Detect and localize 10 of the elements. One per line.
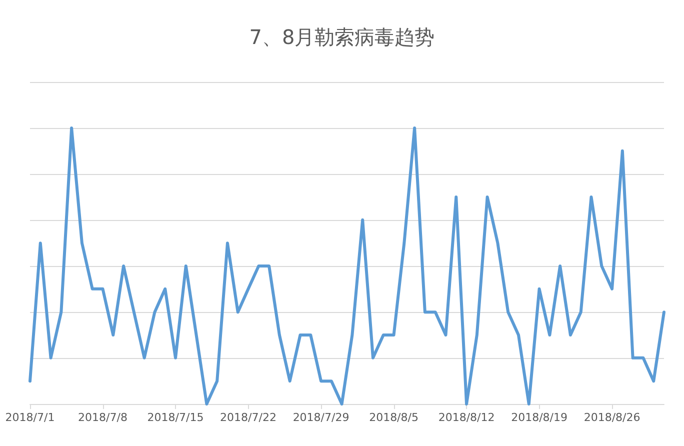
x-tick-label: 2018/8/12 [438, 411, 495, 424]
x-tick-label: 2018/7/22 [220, 411, 276, 424]
x-tick-label: 2018/7/29 [292, 411, 350, 424]
x-tick-label: 2018/8/26 [584, 411, 640, 424]
x-tick-label: 2018/7/15 [147, 411, 204, 424]
x-tick-label: 2018/8/19 [511, 411, 568, 424]
chart-title: 7、8月勒索病毒趋势 [249, 25, 435, 49]
x-tick-label: 2018/7/8 [78, 411, 128, 424]
x-tick-label: 2018/8/5 [369, 411, 418, 424]
x-tick-label: 2018/7/1 [5, 411, 55, 424]
